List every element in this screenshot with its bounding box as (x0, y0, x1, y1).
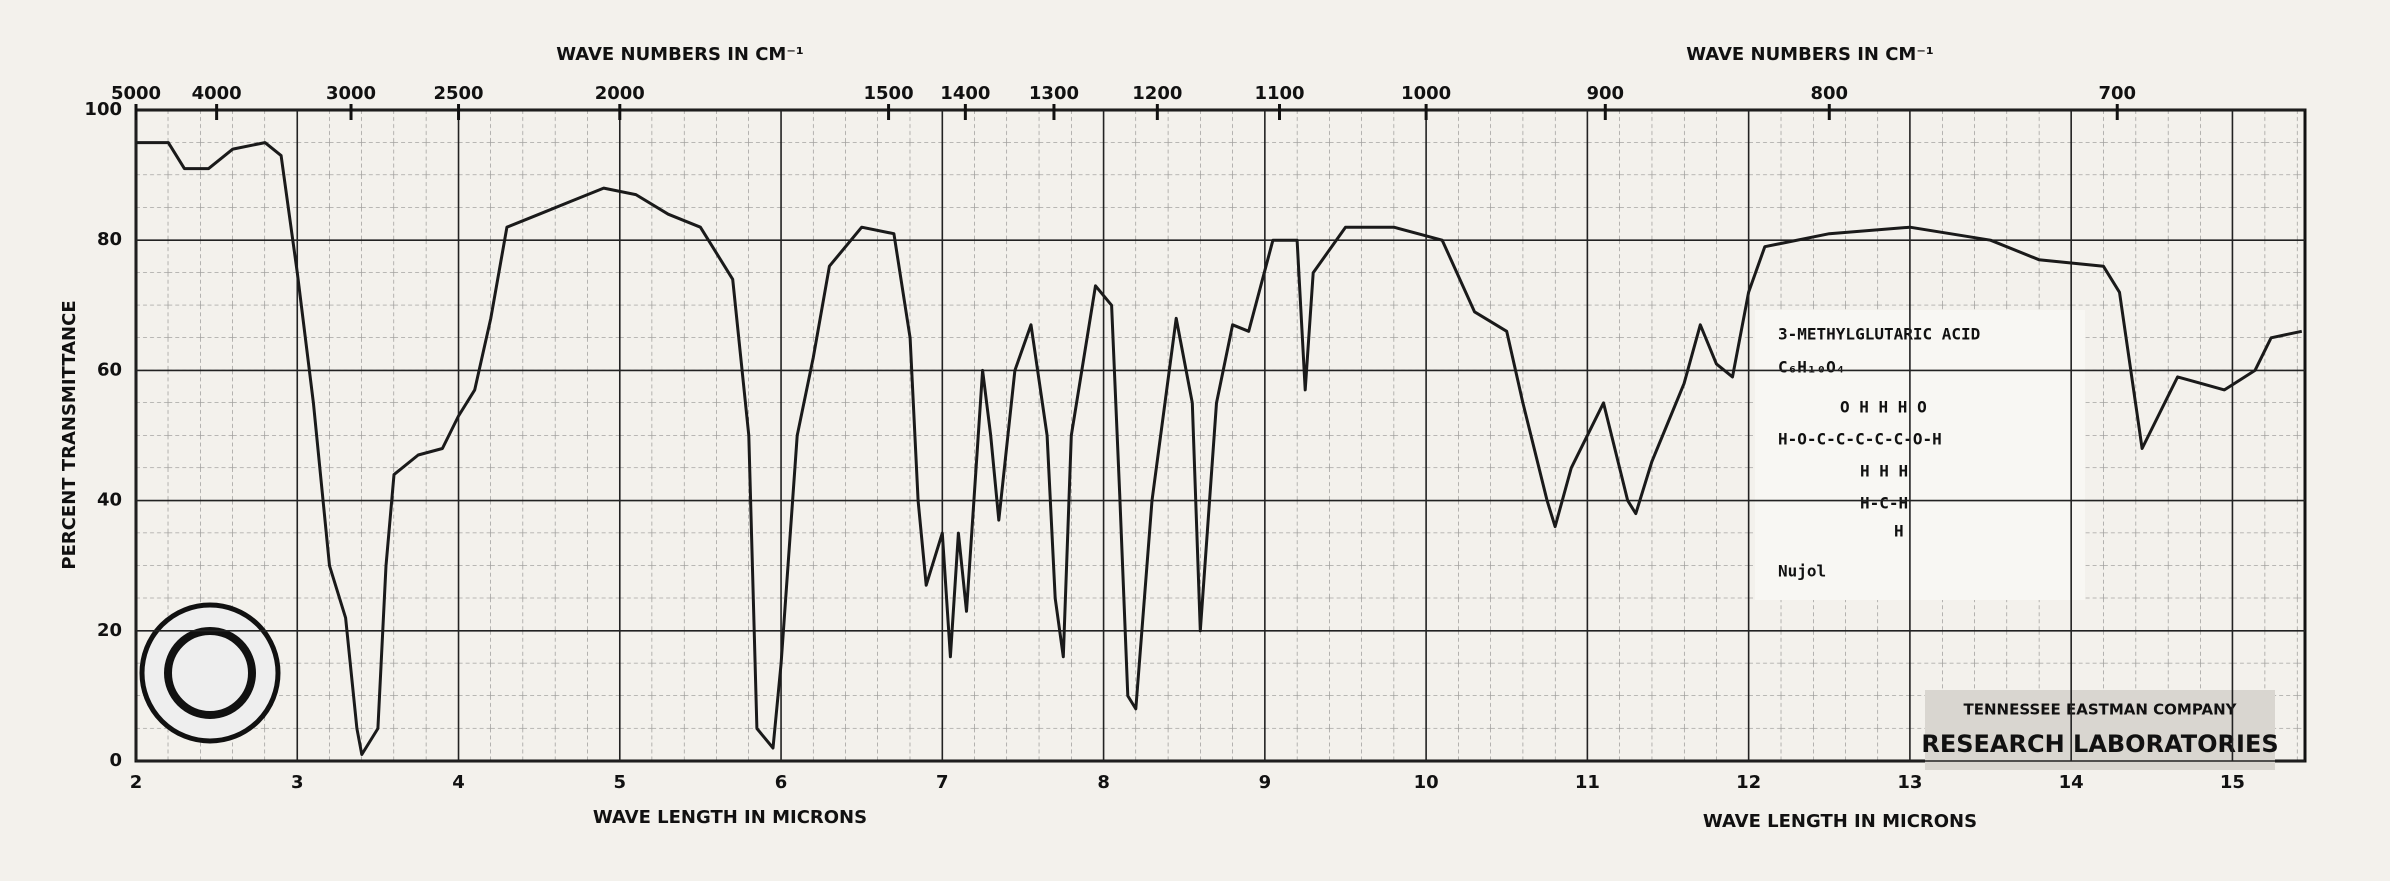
y-tick-label: 0 (109, 750, 122, 771)
x-tick-label: 10 (1414, 772, 1439, 793)
x2-axis-label: WAVE NUMBERS IN CM⁻¹ (1686, 44, 1933, 65)
x-tick-label: 14 (2059, 772, 2084, 793)
x-tick-label: 6 (775, 772, 788, 793)
info-box-bg (1755, 310, 2085, 600)
x-tick-label: 15 (2220, 772, 2245, 793)
seal (139, 602, 281, 744)
structure-line: H (1894, 522, 1904, 541)
structure-line: O H H H O (1840, 398, 1927, 417)
x2-tick-label: 800 (1810, 83, 1848, 104)
lab: RESEARCH LABORATORIES (1921, 730, 2278, 758)
x2-tick-label: 1200 (1132, 83, 1182, 104)
y-tick-label: 60 (97, 359, 122, 380)
x-tick-label: 11 (1575, 772, 1600, 793)
x2-tick-label: 4000 (192, 83, 242, 104)
y-tick-label: 100 (84, 99, 122, 120)
x2-tick-label: 1000 (1401, 83, 1451, 104)
x-tick-label: 9 (1259, 772, 1272, 793)
y-axis-label: PERCENT TRANSMITTANCE (59, 300, 80, 569)
x2-tick-label: 1500 (864, 83, 914, 104)
x2-tick-label: 700 (2098, 83, 2136, 104)
x-axis-label: WAVE LENGTH IN MICRONS (593, 807, 867, 828)
x2-tick-label: 1300 (1029, 83, 1079, 104)
y-tick-label: 40 (97, 490, 122, 511)
company: TENNESSEE EASTMAN COMPANY (1963, 701, 2237, 719)
y-tick-label: 20 (97, 620, 122, 641)
formula: C₆H₁₀O₄ (1778, 358, 1845, 377)
structure-line: H-C-H (1860, 494, 1908, 513)
x-tick-label: 3 (291, 772, 304, 793)
x-tick-label: 2 (130, 772, 143, 793)
x-tick-label: 5 (614, 772, 627, 793)
stamp (139, 602, 281, 744)
compound-name: 3-METHYLGLUTARIC ACID (1778, 325, 1980, 344)
x2-tick-label: 1400 (940, 83, 990, 104)
x2-tick-label: 3000 (326, 83, 376, 104)
x2-tick-label: 2000 (595, 83, 645, 104)
x-tick-label: 8 (1097, 772, 1110, 793)
x2-tick-label: 2500 (433, 83, 483, 104)
x-tick-label: 4 (452, 772, 465, 793)
x2-tick-label: 900 (1587, 83, 1625, 104)
x-tick-label: 13 (1897, 772, 1922, 793)
y-tick-label: 80 (97, 229, 122, 250)
structure-line: H H H (1860, 462, 1908, 481)
info-box: 3-METHYLGLUTARIC ACID C₆H₁₀O₄ O H H H O … (1755, 310, 2085, 600)
x2-axis-label: WAVE NUMBERS IN CM⁻¹ (556, 44, 803, 65)
x2-tick-label: 1100 (1254, 83, 1304, 104)
label-plate (1925, 690, 2275, 770)
structure-line: H-O-C-C-C-C-C-O-H (1778, 430, 1942, 449)
medium: Nujol (1778, 562, 1826, 581)
spectrum-line (136, 141, 2303, 756)
x-tick-label: 7 (936, 772, 949, 793)
x-axis-label: WAVE LENGTH IN MICRONS (1703, 811, 1977, 832)
x2-tick-label: 5000 (111, 83, 161, 104)
x-tick-label: 12 (1736, 772, 1761, 793)
